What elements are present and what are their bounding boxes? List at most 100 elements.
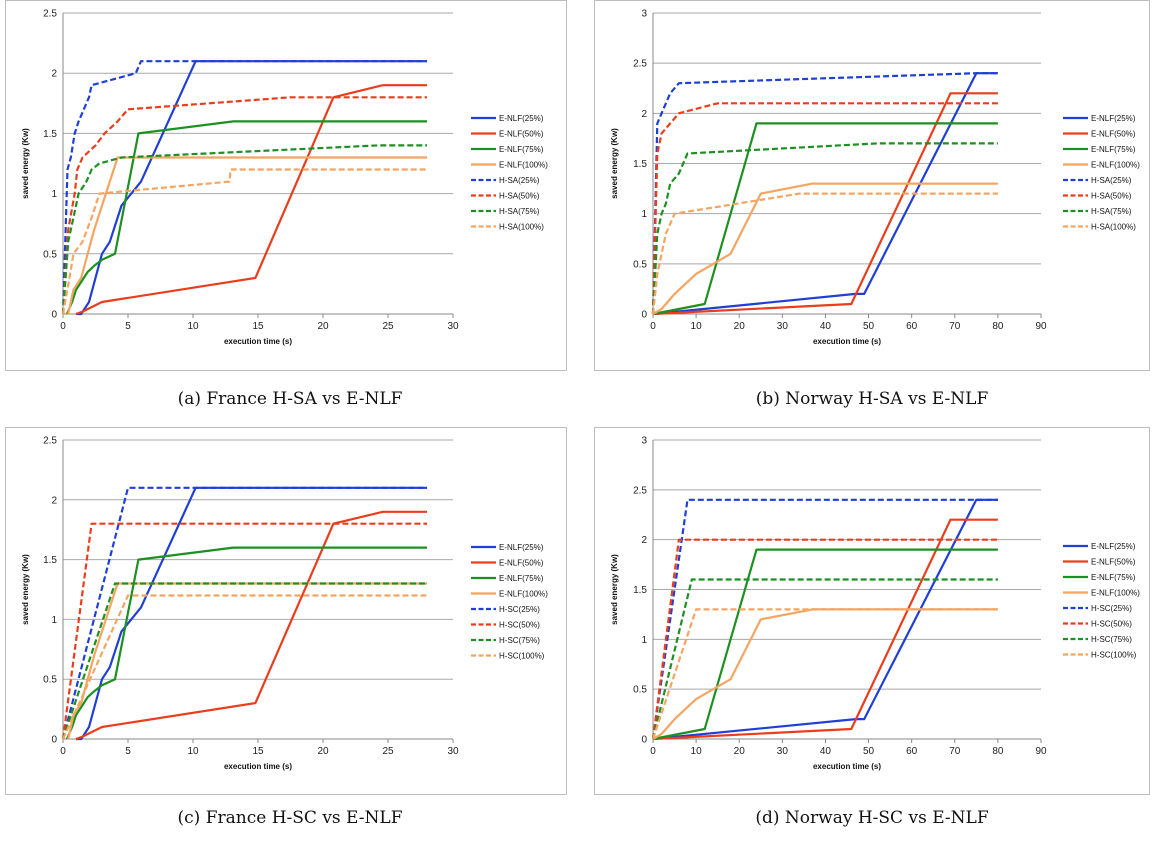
y-tick-label: 0.5 bbox=[633, 685, 647, 696]
legend-label: H-SC(100%) bbox=[1091, 651, 1137, 660]
legend-label: E-NLF(100%) bbox=[499, 161, 548, 170]
y-tick-label: 3 bbox=[641, 9, 647, 20]
legend-label: E-NLF(25%) bbox=[499, 114, 544, 123]
legend-label: H-SA(100%) bbox=[499, 223, 544, 232]
series-line bbox=[651, 608, 998, 740]
x-tick-label: 15 bbox=[252, 321, 264, 332]
series-line bbox=[61, 486, 427, 740]
x-tick-label: 70 bbox=[949, 746, 961, 757]
legend-label: H-SC(75%) bbox=[499, 636, 540, 645]
legend-label: E-NLF(25%) bbox=[499, 543, 544, 552]
legend-label: H-SA(25%) bbox=[1091, 176, 1132, 185]
series-line bbox=[651, 142, 998, 315]
y-tick-label: 1.5 bbox=[633, 585, 647, 596]
series-line bbox=[652, 518, 998, 741]
chart-svg: 0 0.5 1 1.5 2 2.5 0 5 10 15 20 25 30 execution time (… bbox=[21, 436, 548, 772]
x-tick-label: 0 bbox=[60, 321, 66, 332]
legend-label: E-NLF(75%) bbox=[1091, 145, 1136, 154]
y-tick-label: 2 bbox=[51, 495, 57, 506]
y-tick-label: 1.5 bbox=[43, 555, 57, 566]
x-tick-label: 10 bbox=[187, 321, 199, 332]
x-tick-label: 20 bbox=[734, 746, 746, 757]
x-tick-label: 5 bbox=[125, 321, 131, 332]
series-line bbox=[61, 60, 427, 315]
series-line bbox=[652, 608, 998, 740]
x-tick-label: 0 bbox=[650, 746, 656, 757]
legend-label: H-SC(25%) bbox=[499, 605, 540, 614]
y-tick-label: 2 bbox=[51, 69, 57, 80]
legend-label: H-SA(75%) bbox=[499, 207, 540, 216]
series-line bbox=[61, 582, 427, 740]
series-line bbox=[652, 182, 998, 315]
series-line bbox=[651, 498, 998, 740]
x-tick-label: 90 bbox=[1035, 321, 1047, 332]
x-tick-label: 30 bbox=[447, 746, 459, 757]
y-tick-label: 2.5 bbox=[633, 59, 647, 70]
chart-caption: (c) France H-SC vs E-NLF bbox=[177, 808, 403, 828]
x-axis-label: execution time (s) bbox=[813, 762, 881, 771]
series-line bbox=[651, 538, 998, 740]
x-axis-label: execution time (s) bbox=[813, 337, 881, 346]
x-tick-label: 20 bbox=[317, 321, 329, 332]
y-axis-label: saved energy (Kw) bbox=[610, 554, 619, 625]
y-tick-label: 1 bbox=[641, 209, 647, 220]
legend-label: H-SA(75%) bbox=[1091, 207, 1132, 216]
chart-svg: 00.511.522.530 10 20 30 40 50 60 70 80 90executio… bbox=[610, 9, 1140, 347]
x-tick-label: 0 bbox=[650, 321, 656, 332]
x-tick-label: 40 bbox=[820, 321, 832, 332]
y-tick-label: 2.5 bbox=[43, 9, 57, 20]
x-tick-label: 0 bbox=[60, 746, 66, 757]
legend-label: H-SC(25%) bbox=[1091, 604, 1132, 613]
series-line bbox=[652, 92, 998, 316]
series-line bbox=[75, 84, 427, 316]
series-line bbox=[75, 510, 427, 741]
x-tick-label: 25 bbox=[382, 321, 394, 332]
y-tick-label: 1 bbox=[51, 189, 57, 200]
series-line bbox=[651, 192, 998, 315]
chart-panel-norway-h-sc: 0 0.5 1 1.5 2 2.5 3 0 10 20 30 40 50 60 70 80 90 executio… bbox=[594, 427, 1150, 795]
x-tick-label: 15 bbox=[252, 746, 264, 757]
x-tick-label: 30 bbox=[447, 321, 459, 332]
legend-label: E-NLF(25%) bbox=[1091, 542, 1136, 551]
y-tick-label: 0.5 bbox=[43, 675, 57, 686]
series-line bbox=[61, 96, 427, 315]
x-tick-label: 10 bbox=[691, 321, 703, 332]
y-tick-label: 1.5 bbox=[43, 129, 57, 140]
y-tick-label: 0 bbox=[641, 735, 647, 746]
y-tick-label: 0 bbox=[51, 735, 57, 746]
chart-caption: (d) Norway H-SC vs E-NLF bbox=[755, 808, 989, 828]
legend-label: H-SC(75%) bbox=[1091, 635, 1132, 644]
chart-panel-france-h-sa: 0 0.5 1 1.5 2 2.5 0 5 10 15 20 25 30 execution time (… bbox=[5, 0, 567, 371]
chart-caption: (a) France H-SA vs E-NLF bbox=[177, 389, 403, 409]
y-tick-label: 0.5 bbox=[43, 249, 57, 260]
legend-label: E-NLF(50%) bbox=[499, 130, 544, 139]
y-tick-label: 1 bbox=[51, 615, 57, 626]
x-tick-label: 10 bbox=[691, 746, 703, 757]
x-tick-label: 30 bbox=[777, 321, 789, 332]
x-tick-label: 25 bbox=[382, 746, 394, 757]
chart-svg: 0 0.5 1 1.5 2 2.5 0 5 10 15 20 25 30 execution time (… bbox=[21, 9, 548, 347]
x-tick-label: 20 bbox=[317, 746, 329, 757]
y-axis-label: saved energy (Kw) bbox=[21, 554, 30, 625]
series-line bbox=[61, 144, 427, 315]
chart-caption: (b) Norway H-SA vs E-NLF bbox=[755, 389, 989, 409]
legend-label: H-SC(50%) bbox=[1091, 620, 1132, 629]
series-line bbox=[65, 120, 427, 315]
y-tick-label: 0.5 bbox=[633, 259, 647, 270]
y-axis-label: saved energy (Kw) bbox=[610, 128, 619, 199]
legend-label: E-NLF(100%) bbox=[1091, 589, 1140, 598]
legend-label: E-NLF(75%) bbox=[499, 574, 544, 583]
legend-label: E-NLF(50%) bbox=[1091, 558, 1136, 567]
y-tick-label: 3 bbox=[641, 436, 647, 447]
legend-label: E-NLF(25%) bbox=[1091, 114, 1136, 123]
x-tick-label: 80 bbox=[992, 746, 1004, 757]
y-tick-label: 2 bbox=[641, 109, 647, 120]
series-line bbox=[65, 546, 427, 740]
y-tick-label: 1 bbox=[641, 635, 647, 646]
legend-label: E-NLF(50%) bbox=[1091, 130, 1136, 139]
legend-label: E-NLF(100%) bbox=[1091, 161, 1140, 170]
legend-label: H-SC(50%) bbox=[499, 621, 540, 630]
legend-label: E-NLF(75%) bbox=[1091, 573, 1136, 582]
legend-label: H-SA(50%) bbox=[499, 192, 540, 201]
legend-label: E-NLF(75%) bbox=[499, 145, 544, 154]
